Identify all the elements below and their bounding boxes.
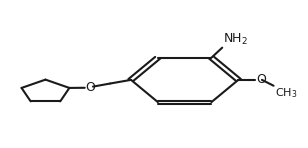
Text: O: O — [256, 73, 266, 86]
Text: O: O — [85, 81, 95, 94]
Text: CH$_3$: CH$_3$ — [275, 86, 297, 100]
Text: NH$_2$: NH$_2$ — [223, 32, 249, 47]
